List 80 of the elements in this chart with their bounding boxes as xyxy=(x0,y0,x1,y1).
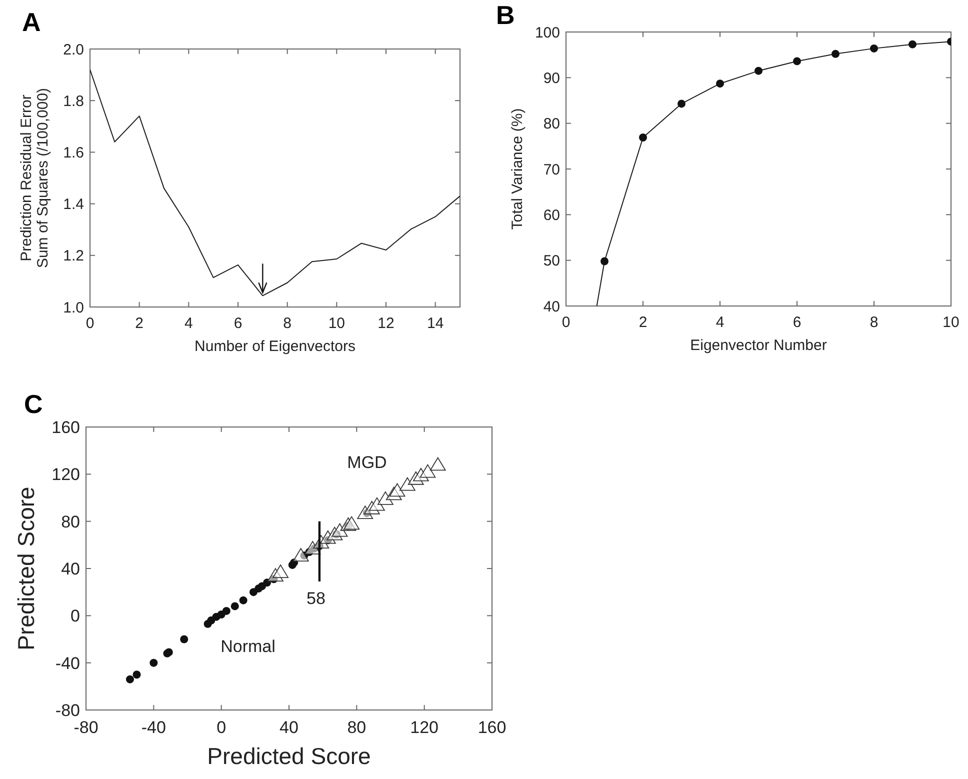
point xyxy=(239,596,248,604)
x-tick-label: 10 xyxy=(328,315,346,332)
y-tick-label: 90 xyxy=(543,70,560,87)
x-tick-label: 8 xyxy=(283,315,292,332)
point xyxy=(832,50,840,58)
x-tick-label: 4 xyxy=(716,314,724,331)
x-tick-label: 8 xyxy=(870,314,878,331)
x-axis-title: Eigenvector Number xyxy=(690,337,827,354)
point xyxy=(430,457,446,471)
x-tick-label: 14 xyxy=(426,315,444,332)
point xyxy=(754,66,762,75)
y-tick-label: 1.8 xyxy=(63,92,84,110)
point xyxy=(222,606,230,615)
chart-title: B xyxy=(496,0,515,30)
x-tick-label: 0 xyxy=(216,718,226,737)
y-tick-label: 2.0 xyxy=(63,41,84,58)
point xyxy=(180,635,188,644)
y-tick-label: 100 xyxy=(534,24,560,42)
y-tick-label: 1.0 xyxy=(63,299,84,316)
y-axis-title: Prediction Residual Error Sum of Squares (/100,000) xyxy=(18,88,52,268)
point xyxy=(716,80,724,88)
x-tick-label: 12 xyxy=(378,315,394,332)
point xyxy=(793,57,801,66)
x-tick-label: 0 xyxy=(86,315,94,332)
point xyxy=(639,133,647,142)
point xyxy=(270,575,278,584)
point xyxy=(908,40,916,48)
point xyxy=(263,578,272,587)
y-tick-label: 60 xyxy=(543,206,560,224)
point xyxy=(420,464,436,478)
y-tick-label: 40 xyxy=(543,298,560,316)
x-tick-label: 80 xyxy=(347,718,366,737)
point xyxy=(230,602,239,610)
x-tick-label: 120 xyxy=(410,718,439,737)
annotation: Normal xyxy=(220,636,276,656)
x-tick-label: 0 xyxy=(562,314,570,331)
point xyxy=(678,100,686,108)
y-tick-label: 80 xyxy=(61,512,80,532)
y-tick-label: 120 xyxy=(52,465,80,484)
annotation: 58 xyxy=(306,588,326,608)
x-tick-label: 160 xyxy=(478,718,506,737)
y-axis-title: Total Variance (%) xyxy=(509,108,526,230)
point xyxy=(272,564,288,578)
y-tick-label: 70 xyxy=(543,161,560,178)
x-tick-label: 10 xyxy=(942,314,960,331)
x-axis-title: Predicted Score xyxy=(207,743,371,769)
y-tick-label: 160 xyxy=(52,418,80,437)
point xyxy=(600,257,608,266)
annotation: MGD xyxy=(347,452,387,472)
x-tick-label: 40 xyxy=(280,718,298,737)
y-tick-label: 0 xyxy=(70,606,80,626)
y-tick-label: 1.4 xyxy=(63,196,84,214)
y-tick-label: 80 xyxy=(543,116,560,133)
y-tick-label: 40 xyxy=(61,559,80,578)
y-tick-label: -40 xyxy=(55,654,80,673)
point xyxy=(870,44,878,52)
chart-title: C xyxy=(24,389,43,419)
point xyxy=(369,497,385,511)
x-tick-label: 2 xyxy=(135,315,144,332)
point xyxy=(332,523,348,537)
x-axis-title: Number of Eigenvectors xyxy=(194,338,356,355)
y-tick-label: 1.2 xyxy=(63,248,84,265)
y-tick-label: 50 xyxy=(543,252,560,270)
x-tick-label: 4 xyxy=(184,315,193,332)
point xyxy=(344,516,360,530)
chart-title: A xyxy=(22,7,41,37)
point xyxy=(150,658,158,667)
x-tick-label: 6 xyxy=(792,314,802,331)
x-tick-label: 6 xyxy=(234,315,242,332)
point xyxy=(126,675,134,684)
point xyxy=(132,670,141,679)
y-axis-title: Predicted Score xyxy=(13,486,39,650)
line-series xyxy=(90,69,460,296)
y-tick-label: -80 xyxy=(55,700,80,720)
x-tick-label: -40 xyxy=(141,718,166,737)
point xyxy=(389,483,406,497)
point xyxy=(292,548,309,562)
y-tick-label: 1.6 xyxy=(63,144,84,162)
point xyxy=(304,541,321,554)
x-tick-label: 2 xyxy=(638,314,648,331)
